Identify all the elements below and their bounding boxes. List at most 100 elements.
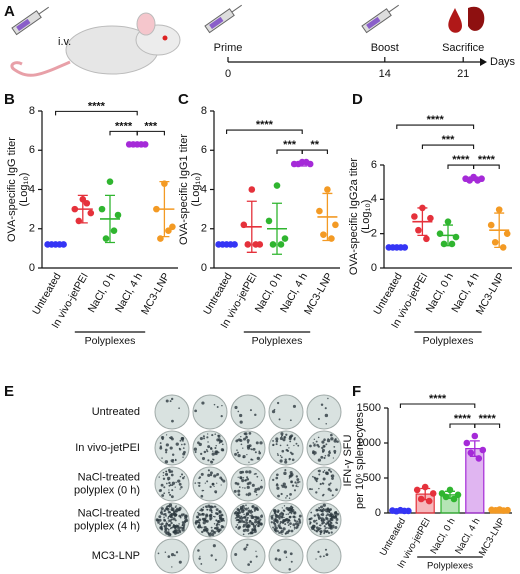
- spot: [324, 548, 328, 551]
- spot: [236, 439, 239, 441]
- spot: [159, 523, 161, 526]
- significance-bracket: [474, 423, 501, 428]
- spot: [215, 527, 219, 531]
- data-point: [444, 218, 452, 225]
- spot: [173, 523, 175, 526]
- spot: [199, 436, 203, 441]
- spot: [244, 479, 247, 482]
- spot: [323, 555, 325, 558]
- spot: [165, 532, 168, 535]
- spot: [194, 482, 197, 484]
- spot: [246, 543, 249, 547]
- spot: [297, 524, 300, 527]
- spot: [198, 518, 202, 522]
- spot: [251, 529, 254, 532]
- spot: [214, 433, 217, 435]
- y-tick-label: 0: [371, 262, 377, 274]
- spot: [210, 529, 214, 533]
- data-point: [110, 227, 118, 235]
- spot: [168, 470, 172, 474]
- spot: [236, 512, 240, 516]
- spot: [236, 451, 239, 454]
- spot: [315, 440, 318, 443]
- spot: [170, 506, 173, 509]
- spot: [325, 522, 328, 526]
- spot: [201, 456, 206, 461]
- data-point: [153, 205, 160, 213]
- data-point: [427, 214, 434, 222]
- spot: [237, 493, 241, 497]
- spot: [279, 436, 283, 441]
- spot: [279, 459, 283, 463]
- spot: [279, 444, 282, 447]
- spot: [233, 489, 237, 493]
- spot: [256, 475, 259, 478]
- spot: [278, 558, 282, 562]
- spot: [318, 473, 321, 476]
- spot: [209, 471, 213, 475]
- spot: [288, 475, 292, 478]
- significance-label: ****: [429, 393, 447, 405]
- spot: [323, 438, 326, 441]
- spot: [321, 522, 323, 524]
- spot: [322, 493, 325, 496]
- y-tick-label: 4: [29, 183, 35, 195]
- spot: [321, 448, 325, 452]
- panel-label: B: [4, 91, 15, 108]
- spot: [324, 527, 327, 530]
- row-label: In vivo-jetPEI: [75, 442, 140, 454]
- spot: [240, 435, 242, 438]
- spot: [279, 522, 282, 525]
- data-point: [397, 244, 405, 251]
- spot: [280, 456, 283, 459]
- spot: [158, 476, 160, 478]
- spot: [319, 516, 322, 520]
- spot: [237, 476, 239, 478]
- spot: [277, 454, 279, 456]
- spot: [333, 439, 337, 443]
- spot: [169, 533, 172, 536]
- spot: [253, 520, 257, 524]
- spot: [310, 511, 313, 514]
- spot: [246, 482, 250, 486]
- spot: [245, 504, 247, 507]
- spot: [320, 455, 324, 459]
- y-tick-label: 6: [201, 144, 207, 156]
- y-tick-label: 1500: [357, 402, 381, 414]
- spot: [201, 512, 204, 516]
- spot: [320, 403, 324, 406]
- spot: [281, 513, 285, 516]
- spot: [287, 519, 291, 522]
- spot: [163, 512, 167, 516]
- spot: [159, 446, 163, 450]
- spot: [330, 475, 333, 477]
- spot: [168, 484, 171, 487]
- data-point: [436, 230, 444, 237]
- spot: [242, 447, 244, 449]
- spot: [326, 526, 328, 529]
- data-point: [419, 204, 426, 212]
- spot: [291, 484, 295, 487]
- spot: [284, 485, 288, 489]
- spot: [276, 483, 279, 485]
- significance-label: ****: [88, 100, 106, 112]
- spot: [320, 510, 323, 513]
- spot: [292, 404, 296, 408]
- spot: [326, 521, 328, 523]
- spot: [249, 409, 252, 412]
- spot: [293, 444, 295, 447]
- spot: [313, 444, 316, 447]
- data-point: [466, 177, 473, 184]
- spot: [271, 409, 276, 414]
- spot: [318, 469, 321, 473]
- spot: [329, 470, 333, 473]
- spot: [275, 440, 279, 443]
- data-point: [332, 221, 339, 229]
- spot: [257, 522, 261, 526]
- data-point: [500, 507, 507, 514]
- data-point: [71, 205, 79, 213]
- spot: [167, 521, 169, 523]
- spot: [277, 514, 281, 519]
- spot: [197, 511, 199, 514]
- data-point: [450, 495, 458, 503]
